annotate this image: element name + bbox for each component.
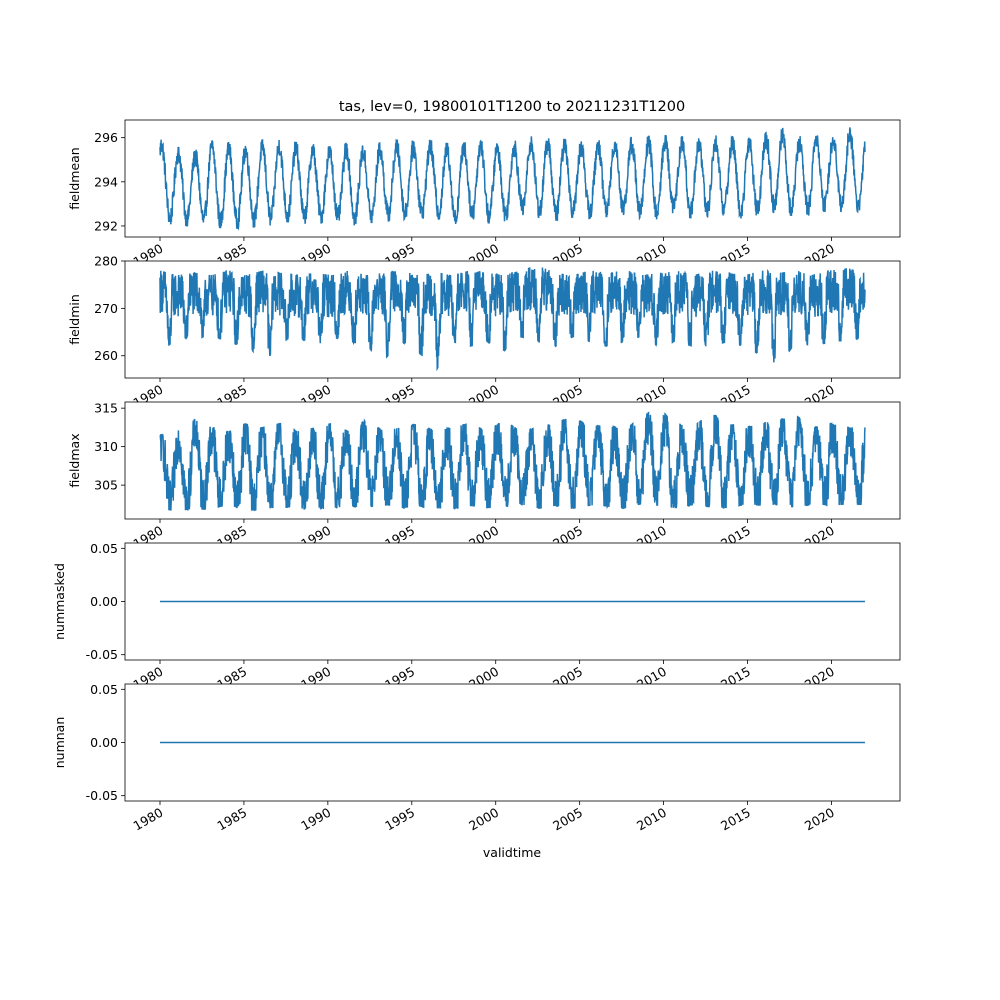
series-line: [159, 411, 866, 512]
figure-title: tas, lev=0, 19800101T1200 to 20211231T12…: [339, 99, 685, 115]
y-tick-label: 0.00: [90, 594, 118, 609]
y-tick-label: 0.05: [90, 682, 118, 697]
y-tick-label: 292: [94, 218, 118, 233]
y-tick-label: 296: [94, 130, 118, 145]
y-tick-label: 305: [94, 478, 118, 493]
y-tick-label: 280: [94, 254, 118, 269]
axes-frame: [124, 119, 901, 238]
y-tick-label: -0.05: [86, 788, 118, 803]
y-axis-label: fieldmin: [67, 294, 82, 345]
axes-frame: [124, 260, 901, 379]
y-axis-label: numnan: [52, 717, 67, 769]
y-tick-label: 315: [94, 401, 118, 416]
series-line: [159, 267, 866, 372]
series-line: [159, 127, 866, 231]
axes-frame: [124, 401, 901, 520]
x-axis-label: validtime: [483, 845, 541, 860]
y-tick-label: 0.00: [90, 735, 118, 750]
y-tick-label: 270: [94, 301, 118, 316]
y-tick-label: 260: [94, 348, 118, 363]
y-axis-label: fieldmax: [67, 433, 82, 487]
y-axis-label: fieldmean: [67, 147, 82, 209]
y-tick-label: -0.05: [86, 647, 118, 662]
y-tick-label: 0.05: [90, 541, 118, 556]
y-tick-label: 294: [94, 174, 118, 189]
y-tick-label: 310: [94, 439, 118, 454]
y-axis-label: nummasked: [52, 563, 67, 640]
